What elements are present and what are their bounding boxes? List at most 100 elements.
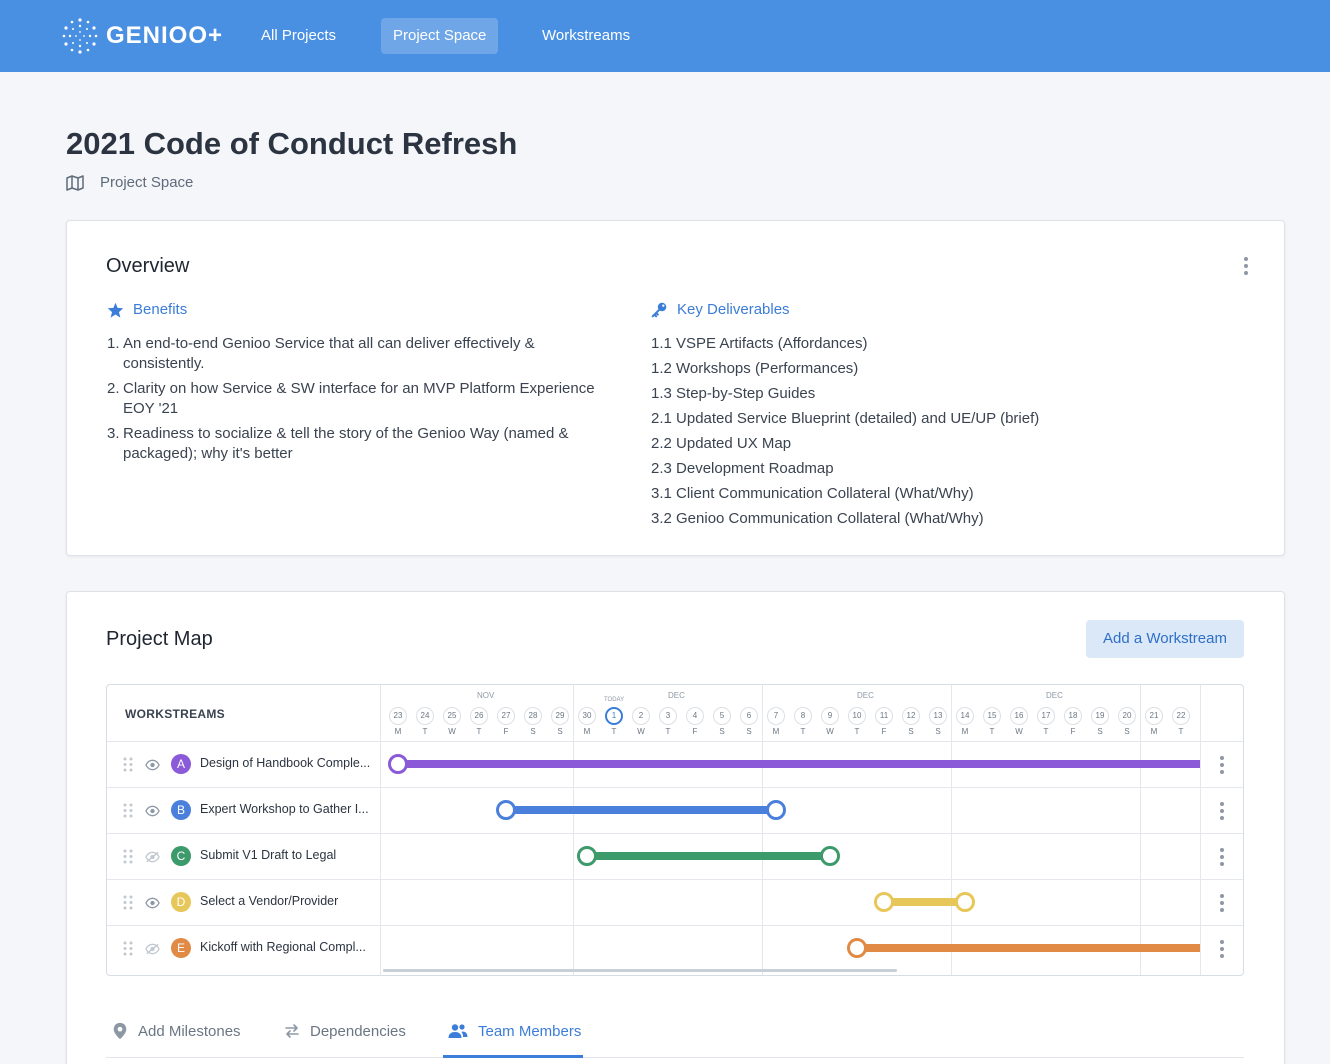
project-map-title: Project Map — [106, 628, 213, 650]
drag-handle-icon[interactable] — [123, 941, 133, 956]
top-navigation-bar: GENIOO+ All Projects Project Space Works… — [0, 0, 1330, 72]
grid-line — [573, 685, 574, 975]
list-item: 2.2 Updated UX Map — [651, 435, 792, 452]
end-date-handle[interactable] — [820, 846, 840, 866]
overview-card: Overview Benefits 1. An end-to-end Genioo… — [66, 220, 1285, 556]
eye-icon[interactable] — [145, 804, 160, 822]
nav-workstreams[interactable]: Workstreams — [542, 27, 631, 44]
date-label: 11 — [875, 707, 893, 725]
date-label: 15 — [983, 707, 1001, 725]
date-label: 22 — [1172, 707, 1190, 725]
tab-team-members[interactable]: Team Members — [448, 1020, 581, 1042]
workstream-timeline-bar[interactable] — [506, 806, 776, 814]
end-date-handle[interactable] — [955, 892, 975, 912]
list-item: 1.2 Workshops (Performances) — [651, 360, 859, 377]
weekday-label: T — [476, 727, 482, 736]
workstream-row[interactable]: E Kickoff with Regional Compl... — [107, 925, 1243, 971]
project-tabs: Add Milestones Dependencies Team Members — [106, 1006, 1244, 1058]
add-workstream-button[interactable]: Add a Workstream — [1086, 620, 1244, 658]
row-divider — [107, 925, 1243, 926]
workstream-badge: B — [171, 800, 191, 820]
workstream-row[interactable]: A Design of Handbook Comple... — [107, 741, 1243, 787]
drag-handle-icon[interactable] — [123, 895, 133, 910]
weekday-label: S — [1124, 727, 1130, 736]
date-label: 28 — [524, 707, 542, 725]
eye-icon[interactable] — [145, 758, 160, 776]
end-date-handle[interactable] — [766, 800, 786, 820]
weekday-label: W — [1015, 727, 1023, 736]
workstream-name[interactable]: Select a Vendor/Provider — [200, 894, 339, 908]
workstream-name[interactable]: Design of Handbook Comple... — [200, 756, 371, 770]
date-label: 14 — [956, 707, 974, 725]
list-item: 3.2 Genioo Communication Collateral (Wha… — [651, 510, 984, 527]
start-date-handle[interactable] — [496, 800, 516, 820]
month-label: DEC — [1046, 691, 1063, 700]
date-label: 2 — [632, 707, 650, 725]
breadcrumb-label[interactable]: Project Space — [100, 174, 194, 191]
weekday-label: T — [800, 727, 806, 736]
workstream-name[interactable]: Submit V1 Draft to Legal — [200, 848, 337, 862]
workstream-badge: E — [171, 938, 191, 958]
start-date-handle[interactable] — [388, 754, 408, 774]
workstream-name[interactable]: Expert Workshop to Gather I... — [200, 802, 369, 816]
workstream-timeline-bar[interactable] — [398, 760, 1200, 768]
tab-add-milestones[interactable]: Add Milestones — [112, 1020, 241, 1042]
row-more-menu-icon[interactable] — [1220, 802, 1224, 820]
row-more-menu-icon[interactable] — [1220, 894, 1224, 912]
grid-line — [1200, 685, 1201, 975]
row-more-menu-icon[interactable] — [1220, 848, 1224, 866]
eye-icon[interactable] — [145, 896, 160, 914]
date-label: 7 — [767, 707, 785, 725]
date-label: 5 — [713, 707, 731, 725]
weekday-label: T — [854, 727, 860, 736]
date-label: 20 — [1118, 707, 1136, 725]
weekday-label: W — [637, 727, 645, 736]
weekday-label: S — [1097, 727, 1103, 736]
row-more-menu-icon[interactable] — [1220, 756, 1224, 774]
workstream-row[interactable]: D Select a Vendor/Provider — [107, 879, 1243, 925]
date-label: 16 — [1010, 707, 1028, 725]
month-label: DEC — [668, 691, 685, 700]
row-more-menu-icon[interactable] — [1220, 940, 1224, 958]
date-label: 23 — [389, 707, 407, 725]
date-label: 26 — [470, 707, 488, 725]
workstream-timeline-bar[interactable] — [587, 852, 830, 860]
start-date-handle[interactable] — [577, 846, 597, 866]
drag-handle-icon[interactable] — [123, 849, 133, 864]
start-date-handle[interactable] — [847, 938, 867, 958]
date-label: 21 — [1145, 707, 1163, 725]
weekday-label: T — [1043, 727, 1049, 736]
eye-off-icon[interactable] — [145, 850, 160, 868]
weekday-label: T — [665, 727, 671, 736]
grid-line — [380, 685, 381, 975]
workstream-name[interactable]: Kickoff with Regional Compl... — [200, 940, 366, 954]
list-item: 3. Readiness to socialize & tell the stor… — [107, 425, 569, 462]
workstream-timeline-bar[interactable] — [884, 898, 965, 906]
weekday-label: S — [746, 727, 752, 736]
workstream-timeline-bar[interactable] — [857, 944, 1200, 952]
brand-logo[interactable]: GENIOO+ — [60, 16, 223, 56]
date-label: 27 — [497, 707, 515, 725]
timeline-horizontal-scrollbar[interactable] — [383, 969, 897, 972]
grid-line — [951, 685, 952, 975]
weekday-label: S — [908, 727, 914, 736]
nav-all-projects[interactable]: All Projects — [261, 27, 337, 44]
month-label: DEC — [857, 691, 874, 700]
eye-off-icon[interactable] — [145, 942, 160, 960]
overview-more-menu-icon[interactable] — [1244, 257, 1248, 275]
workstream-row[interactable]: B Expert Workshop to Gather I... — [107, 787, 1243, 833]
workstream-badge: C — [171, 846, 191, 866]
drag-handle-icon[interactable] — [123, 803, 133, 818]
tab-dependencies[interactable]: Dependencies — [284, 1020, 406, 1042]
key-deliverables-heading: Key Deliverables — [651, 301, 790, 318]
deliverables-list: 1.1 VSPE Artifacts (Affordances) 1.2 Wor… — [651, 334, 1171, 534]
weekday-label: T — [422, 727, 428, 736]
workstream-badge: A — [171, 754, 191, 774]
brand-name: GENIOO+ — [106, 22, 224, 49]
start-date-handle[interactable] — [874, 892, 894, 912]
list-item: 3.1 Client Communication Collateral (Wha… — [651, 485, 974, 502]
nav-project-space[interactable]: Project Space — [381, 18, 499, 54]
workstream-row[interactable]: C Submit V1 Draft to Legal — [107, 833, 1243, 879]
drag-handle-icon[interactable] — [123, 757, 133, 772]
row-divider — [107, 787, 1243, 788]
